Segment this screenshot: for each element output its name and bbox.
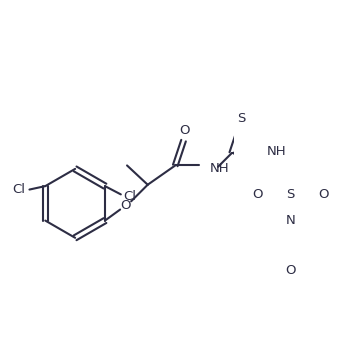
Text: O: O xyxy=(120,199,131,212)
Text: O: O xyxy=(180,125,190,137)
Text: O: O xyxy=(285,264,296,277)
Text: NH: NH xyxy=(266,145,286,158)
Text: O: O xyxy=(318,188,329,201)
Text: N: N xyxy=(285,214,295,227)
Text: S: S xyxy=(286,188,295,201)
Text: O: O xyxy=(252,188,262,201)
Text: Cl: Cl xyxy=(123,190,136,203)
Text: NH: NH xyxy=(210,162,230,175)
Text: S: S xyxy=(237,112,246,125)
Text: Cl: Cl xyxy=(13,183,26,196)
